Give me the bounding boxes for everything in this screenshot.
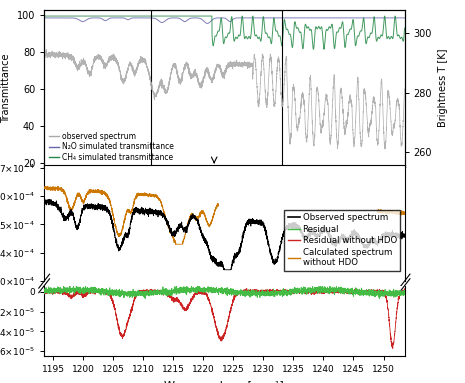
observed spectrum bbox=[196, 79, 201, 83]
observed spectrum bbox=[383, 147, 388, 151]
Bar bbox=[151, 10, 282, 167]
CH₄ simulated transmittance bbox=[193, 14, 199, 18]
N₂O simulated transmittance bbox=[402, 16, 407, 20]
N₂O simulated transmittance bbox=[205, 21, 210, 26]
Line: CH₄ simulated transmittance: CH₄ simulated transmittance bbox=[44, 16, 405, 49]
observed spectrum bbox=[41, 52, 47, 57]
CH₄ simulated transmittance bbox=[311, 47, 316, 52]
N₂O simulated transmittance bbox=[196, 16, 201, 20]
Y-axis label: Transmittance: Transmittance bbox=[1, 53, 11, 123]
observed spectrum bbox=[373, 104, 379, 108]
observed spectrum bbox=[303, 135, 309, 140]
observed spectrum bbox=[193, 71, 199, 76]
Line: observed spectrum: observed spectrum bbox=[44, 49, 405, 149]
N₂O simulated transmittance bbox=[373, 16, 379, 20]
CH₄ simulated transmittance bbox=[303, 23, 309, 28]
observed spectrum bbox=[43, 47, 49, 52]
X-axis label: Wavenumbers [cm⁻¹]: Wavenumbers [cm⁻¹] bbox=[165, 380, 284, 383]
observed spectrum bbox=[213, 69, 218, 73]
CH₄ simulated transmittance bbox=[196, 14, 201, 18]
N₂O simulated transmittance bbox=[303, 16, 309, 20]
N₂O simulated transmittance bbox=[391, 16, 396, 20]
observed spectrum bbox=[391, 123, 397, 128]
N₂O simulated transmittance bbox=[193, 16, 199, 20]
N₂O simulated transmittance bbox=[213, 16, 218, 21]
Line: N₂O simulated transmittance: N₂O simulated transmittance bbox=[44, 18, 405, 23]
CH₄ simulated transmittance bbox=[391, 31, 396, 36]
CH₄ simulated transmittance bbox=[41, 14, 47, 18]
observed spectrum bbox=[402, 87, 407, 91]
N₂O simulated transmittance bbox=[41, 16, 47, 20]
CH₄ simulated transmittance bbox=[402, 26, 407, 31]
Legend: observed spectrum, N₂O simulated transmittance, CH₄ simulated transmittance: observed spectrum, N₂O simulated transmi… bbox=[48, 131, 174, 163]
Y-axis label: Brightness T [K]: Brightness T [K] bbox=[438, 49, 448, 127]
Legend: Observed spectrum, Residual, Residual without HDO, Calculated spectrum
without H: Observed spectrum, Residual, Residual wi… bbox=[285, 210, 400, 271]
CH₄ simulated transmittance bbox=[213, 34, 218, 38]
CH₄ simulated transmittance bbox=[373, 31, 379, 36]
